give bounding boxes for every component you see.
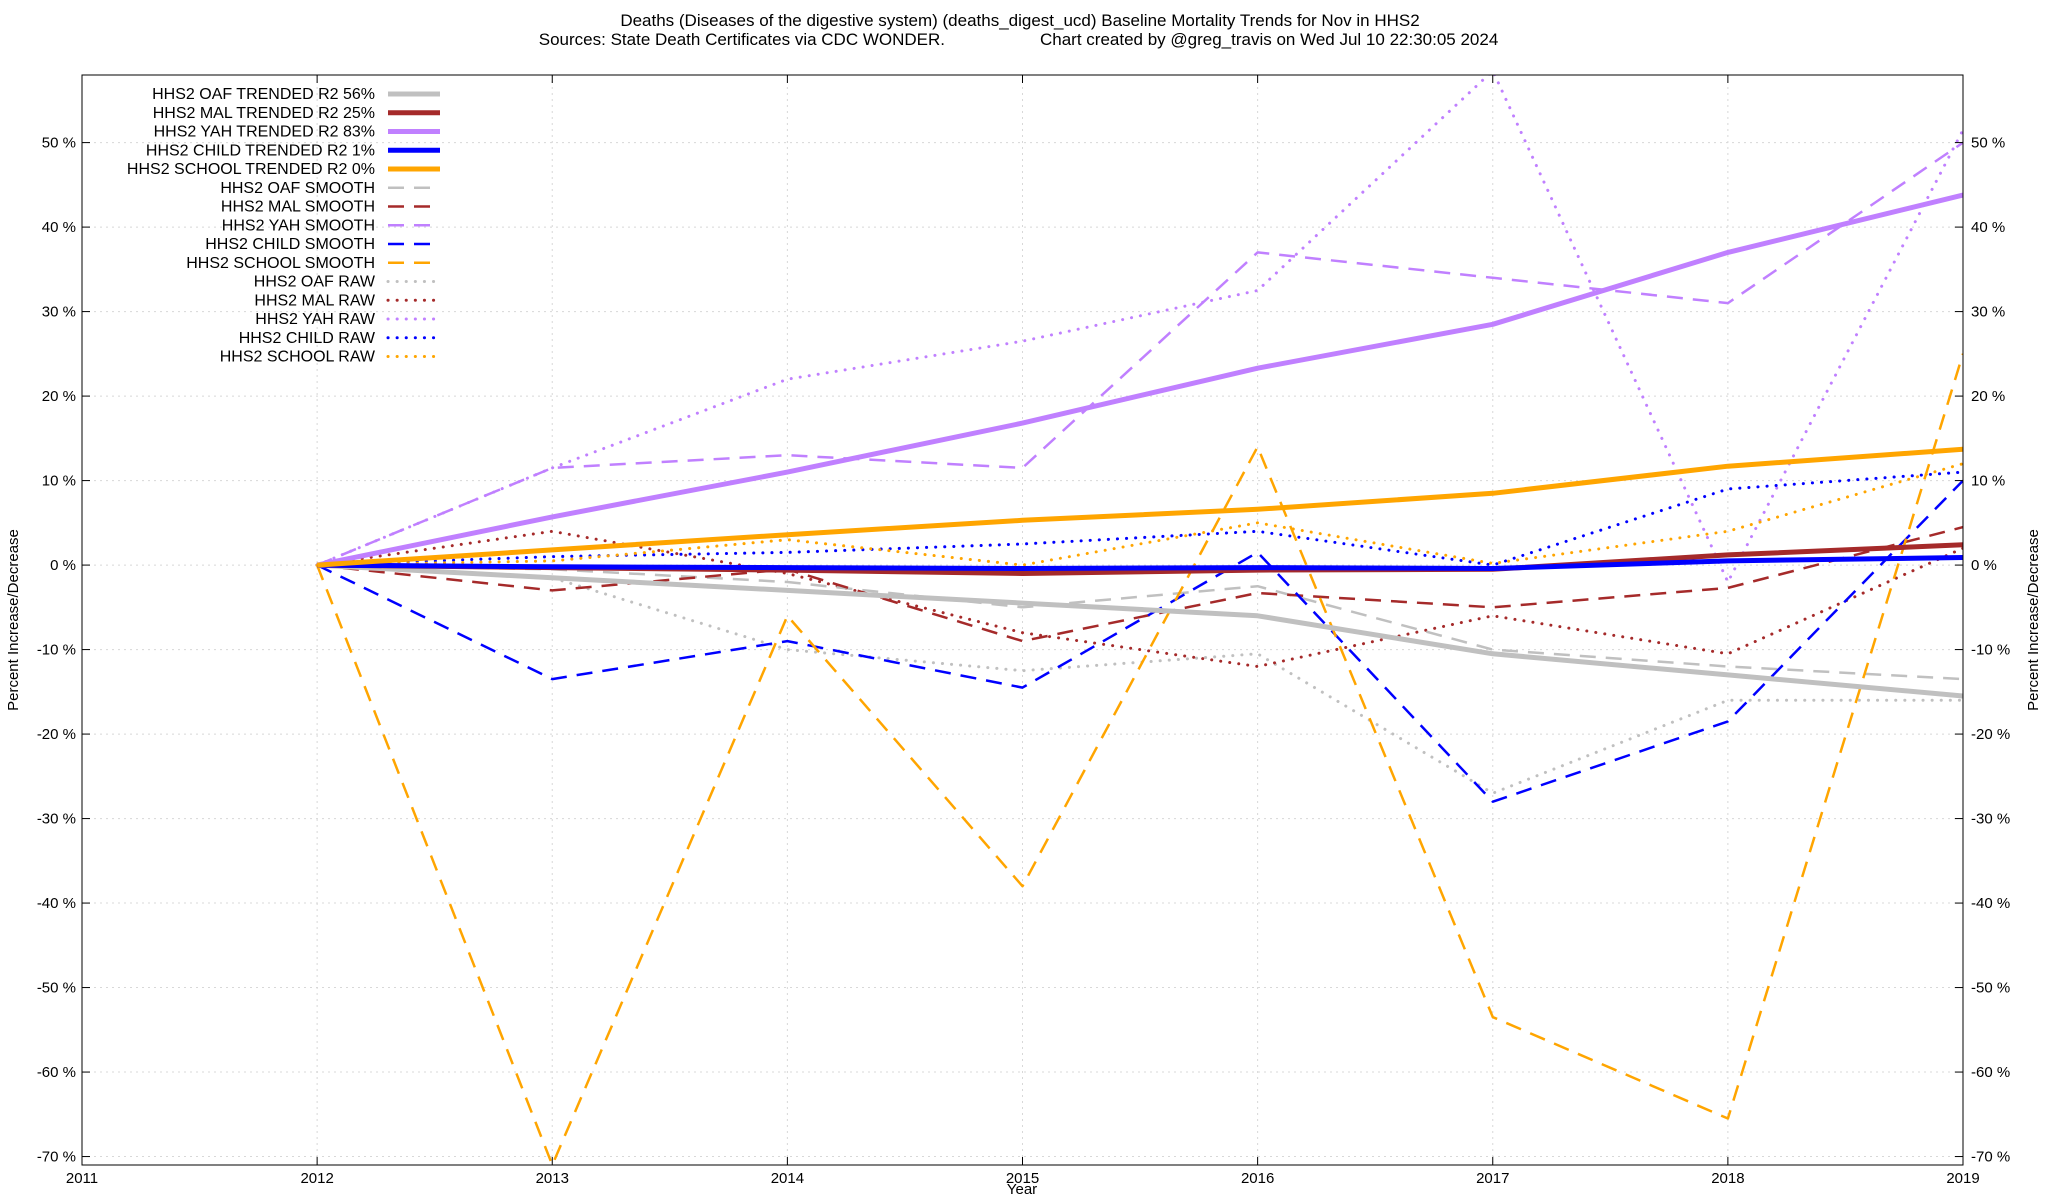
y-tick-label: 30 %: [42, 304, 76, 321]
y-tick-label: -10 %: [37, 642, 76, 659]
y2-tick-label: -10 %: [1971, 642, 2010, 659]
legend: HHS2 OAF TRENDED R2 56% HHS2 MAL TRENDED …: [127, 86, 442, 366]
x-tick-label: 2014: [771, 1170, 804, 1187]
series-line-hhs2-child-trended-r2: [317, 555, 1963, 571]
series-line-hhs2-child-raw: [315, 470, 1963, 567]
x-tick-label: 2013: [536, 1170, 569, 1187]
y-tick-label: -60 %: [37, 1064, 76, 1081]
x-tick-label: 2018: [1711, 1170, 1744, 1187]
x-tick-label: 2011: [66, 1170, 98, 1187]
y2-tick-label: -70 %: [1971, 1149, 2010, 1166]
y2-tick-label: 50 %: [1971, 135, 2005, 152]
series-line-hhs2-oaf-smooth: [317, 563, 1963, 681]
y-tick-label: -70 %: [37, 1149, 76, 1166]
legend-label: HHS2 OAF SMOOTH: [220, 180, 375, 197]
x-tick-label: 2012: [300, 1170, 333, 1187]
chart-title: Deaths (Diseases of the digestive system…: [620, 11, 1419, 30]
grid: [81, 75, 1964, 1165]
x-tick-label: 2016: [1241, 1170, 1274, 1187]
y-tick-label: -20 %: [37, 726, 76, 743]
chart-source: Sources: State Death Certificates via CD…: [539, 30, 945, 49]
y2-axis-label: Percent Increase/Decrease: [2025, 529, 2042, 711]
y2-tick-label: -20 %: [1971, 726, 2010, 743]
legend-label: HHS2 YAH TRENDED R2 83%: [154, 124, 375, 141]
legend-label: HHS2 SCHOOL RAW: [220, 349, 376, 366]
y-tick-label: 50 %: [42, 135, 76, 152]
legend-label: HHS2 OAF RAW: [254, 274, 376, 291]
legend-label: HHS2 SCHOOL SMOOTH: [186, 255, 375, 272]
legend-label: HHS2 MAL TRENDED R2 25%: [153, 105, 375, 122]
y2-tick-label: 10 %: [1971, 473, 2005, 490]
legend-label: HHS2 SCHOOL TRENDED R2 0%: [127, 161, 375, 178]
series-line-hhs2-yah-raw: [315, 75, 1963, 584]
series-line-hhs2-mal-raw: [315, 529, 1963, 668]
legend-label: HHS2 YAH RAW: [255, 311, 376, 328]
series-line-hhs2-school-smooth: [315, 353, 1963, 1165]
series-line-hhs2-yah-smooth: [316, 141, 1963, 567]
y-tick-label: -30 %: [37, 811, 76, 828]
series-line-hhs2-child-smooth: [316, 479, 1963, 803]
y2-tick-label: 40 %: [1971, 219, 2005, 236]
y2-tick-label: -40 %: [1971, 895, 2010, 912]
y2-tick-label: 0 %: [1971, 557, 1997, 574]
y2-tick-label: -50 %: [1971, 980, 2010, 997]
x-tick-label: 2019: [1946, 1170, 1979, 1187]
series-line-hhs2-school-raw: [315, 462, 1963, 567]
y2-tick-label: -30 %: [1971, 811, 2010, 828]
legend-label: HHS2 CHILD RAW: [239, 330, 376, 347]
y-axis-label: Percent Increase/Decrease: [5, 529, 22, 711]
y-tick-label: 10 %: [42, 473, 76, 490]
legend-label: HHS2 YAH SMOOTH: [222, 217, 375, 234]
y2-tick-label: -60 %: [1971, 1064, 2010, 1081]
legend-label: HHS2 CHILD SMOOTH: [205, 236, 375, 253]
legend-label: HHS2 OAF TRENDED R2 56%: [152, 86, 375, 103]
y-tick-label: -40 %: [37, 895, 76, 912]
series-line-hhs2-yah-trended-r2: [316, 192, 1963, 568]
y-tick-label: 40 %: [42, 219, 76, 236]
y-tick-label: 0 %: [50, 557, 76, 574]
y2-tick-label: 20 %: [1971, 388, 2005, 405]
series-group: [315, 75, 1963, 1165]
series-line-hhs2-oaf-trended-r2: [316, 562, 1963, 699]
series-line-hhs2-mal-smooth: [316, 525, 1963, 643]
series-line-hhs2-school-trended-r2: [316, 446, 1963, 568]
chart-credit: Chart created by @greg_travis on Wed Jul…: [1040, 30, 1498, 49]
x-axis-label: Year: [1007, 1181, 1037, 1198]
legend-label: HHS2 MAL SMOOTH: [221, 199, 375, 216]
y-tick-label: 20 %: [42, 388, 76, 405]
y-tick-label: -50 %: [37, 980, 76, 997]
x-tick-label: 2015: [1006, 1170, 1039, 1187]
legend-label: HHS2 CHILD TRENDED R2 1%: [146, 142, 375, 159]
series-line-hhs2-oaf-raw: [315, 563, 1963, 795]
x-tick-label: 2017: [1476, 1170, 1509, 1187]
axis-ticks: 2011 2012 2013 2014 2015 2016 2017 2018 2019 -70 …: [37, 75, 2010, 1187]
legend-label: HHS2 MAL RAW: [254, 292, 376, 309]
y2-tick-label: 30 %: [1971, 304, 2005, 321]
